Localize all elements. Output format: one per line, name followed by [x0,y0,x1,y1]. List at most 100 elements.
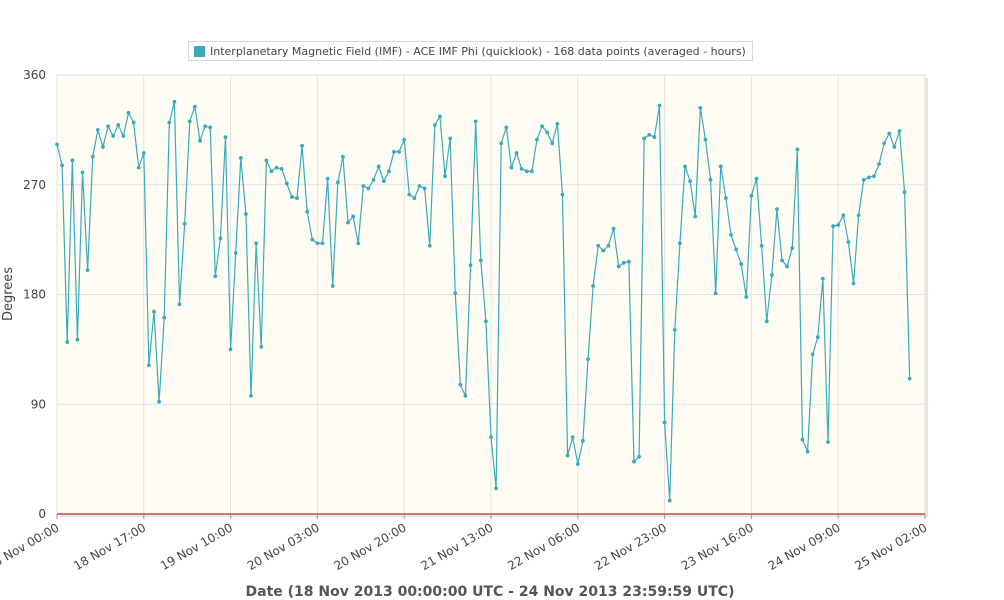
data-point [473,119,478,124]
data-point [371,177,376,182]
data-point [565,453,570,458]
data-point [259,345,264,349]
y-axis-title: Degrees [1,267,16,321]
data-point [499,141,504,146]
data-point [269,169,274,174]
data-point [841,213,846,218]
data-point [177,302,182,307]
data-point [453,291,458,296]
x-tick-label: 22 Nov 23:00 [592,520,669,573]
data-point [902,190,907,194]
data-point [698,106,703,110]
data-point [254,241,259,246]
data-point [310,237,315,242]
data-point [489,435,493,440]
data-point [443,174,447,179]
data-point [182,221,187,226]
data-point [570,435,575,440]
data-point [856,213,861,218]
data-point [662,420,667,425]
data-point [555,121,560,126]
data-point [402,137,407,142]
data-point [749,193,754,198]
data-point [438,114,442,119]
data-point [376,164,381,169]
data-point [831,224,835,229]
data-point [550,141,555,146]
legend-label: Interplanetary Magnetic Field (IMF) - AC… [210,44,746,58]
data-point [330,284,335,288]
chart-legend[interactable]: Interplanetary Magnetic Field (IMF) - AC… [188,41,753,61]
data-point [877,162,881,166]
data-point [116,123,121,127]
data-point [172,99,177,104]
data-point [703,137,708,142]
data-point [897,129,902,133]
data-point [289,195,294,199]
data-point [448,136,453,141]
data-point [167,120,172,125]
data-point [95,127,100,132]
data-point [657,103,662,108]
data-point [514,151,519,155]
data-point [647,132,652,137]
data-point [637,454,641,459]
data-point [810,352,815,357]
data-point [131,120,136,125]
data-point [769,273,774,277]
data-point [560,192,565,197]
data-point [616,264,621,269]
data-point [866,175,871,180]
data-point [60,163,65,168]
data-point [586,357,590,362]
data-point [85,268,90,273]
data-point [65,340,70,344]
data-point [596,243,601,248]
data-point [427,243,432,248]
legend-swatch [194,45,205,57]
data-point [192,104,197,109]
data-point [708,177,713,182]
x-tick-label: 20 Nov 20:00 [332,520,409,573]
data-point [325,176,330,181]
data-point [678,241,682,246]
data-point [744,295,749,299]
data-point [800,437,805,442]
data-point [826,440,830,444]
data-point [734,247,738,252]
data-point [381,179,386,183]
data-point [672,327,677,332]
data-point [611,226,616,231]
data-point [504,125,509,130]
data-point [407,192,412,197]
data-point [386,169,391,174]
data-point [887,131,892,136]
data-point [392,149,396,154]
data-point [846,240,851,244]
data-point [468,263,473,268]
x-axis-title: Date (18 Nov 2013 00:00:00 UTC - 24 Nov … [246,584,735,600]
data-point [141,151,146,155]
data-point [795,147,800,152]
data-point [208,125,213,130]
data-point [882,141,887,146]
data-point [70,158,75,163]
data-point [218,236,223,241]
data-point [861,177,866,182]
data-point [126,110,131,115]
data-point [264,158,269,163]
x-tick-label: 22 Nov 06:00 [505,520,582,573]
data-point [540,124,544,129]
data-point [274,165,279,170]
data-point [667,498,672,503]
data-point [284,181,289,186]
data-point [483,319,488,324]
data-point [754,176,759,181]
data-point [529,169,534,174]
data-point [279,166,284,171]
y-tick-label: 360 [23,68,46,82]
data-point [162,315,167,320]
data-point [545,130,550,135]
x-tick-label: 25 Nov 02:00 [852,520,929,573]
data-point [106,124,110,129]
